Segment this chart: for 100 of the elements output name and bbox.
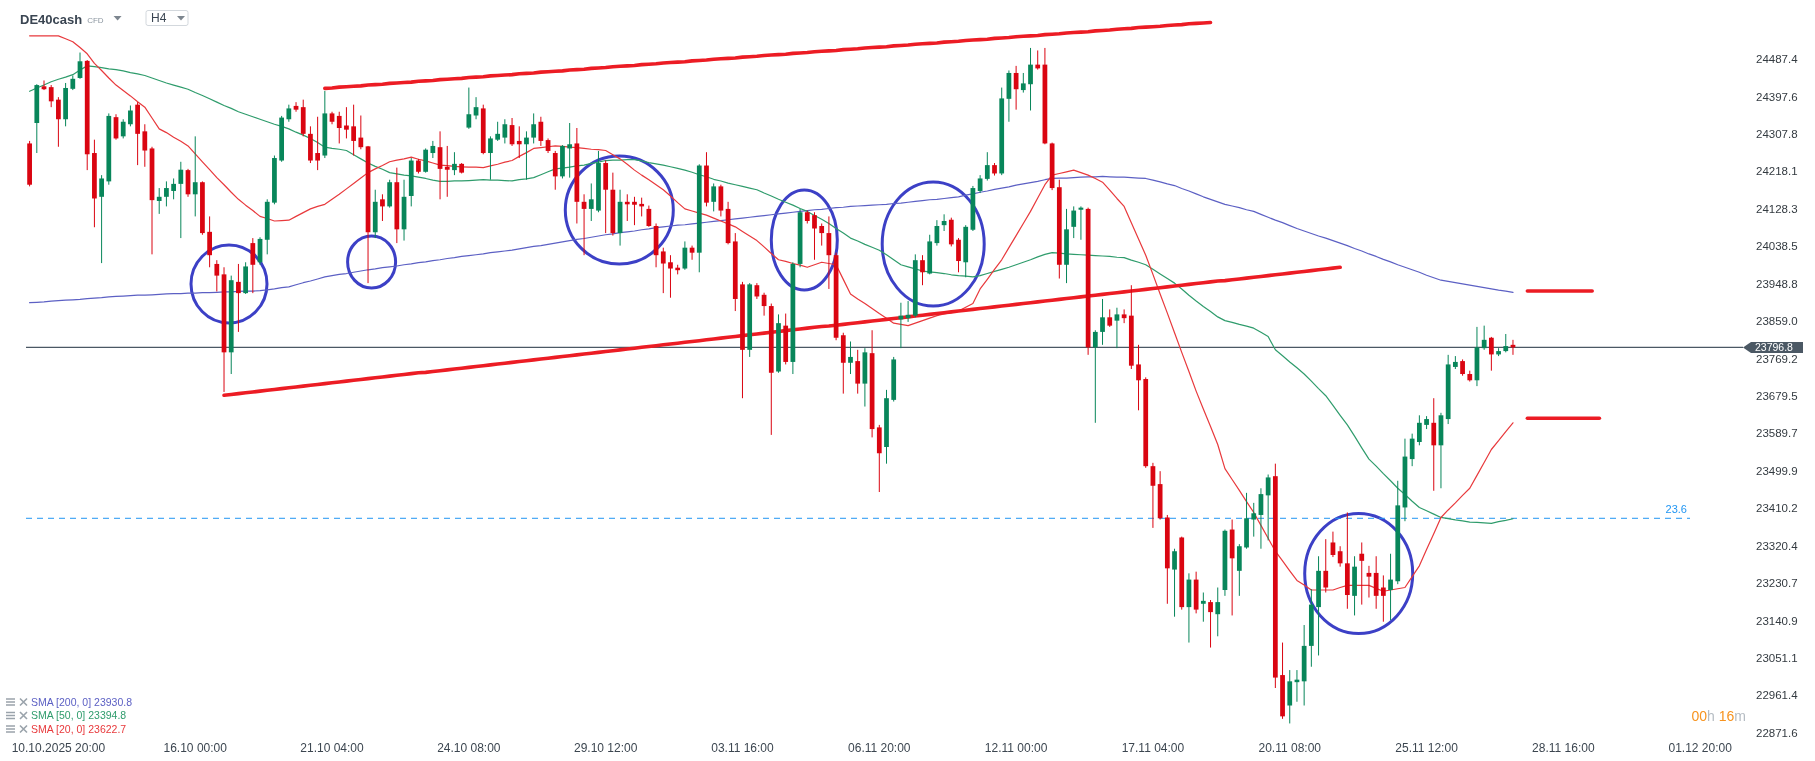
- candlestick: [1416, 414, 1422, 446]
- text: CFD: [87, 15, 104, 25]
- candlestick: [466, 87, 472, 130]
- x-tick-label: 29.10 12:00: [573, 741, 638, 756]
- line-series: [29, 175, 1514, 304]
- annotation: 00h 16m: [1691, 707, 1746, 724]
- candlestick: [336, 111, 342, 144]
- candlestick: [444, 145, 450, 198]
- candlestick: [668, 254, 673, 299]
- candlestick: [1265, 474, 1271, 541]
- x-tick-label: 12.11 00:00: [984, 741, 1048, 756]
- y-tick-label: 24038.5: [1756, 240, 1798, 253]
- candlestick: [142, 123, 148, 168]
- candlestick: [646, 205, 652, 228]
- y-tick-label: 23051.1: [1756, 652, 1798, 665]
- candlestick: [207, 215, 212, 268]
- x-tick-label: 21.10 04:00: [300, 741, 365, 756]
- x-tick-label: 10.10.2025 20:00: [11, 741, 106, 756]
- y-tick-label: 22961.4: [1756, 689, 1799, 702]
- candlestick: [632, 196, 637, 226]
- x-tick-label: 01.12 20:00: [1668, 741, 1733, 756]
- candlestick: [848, 341, 853, 375]
- candlestick: [1488, 336, 1494, 372]
- x-tick-label: 16.10 00:00: [163, 741, 228, 756]
- candlestick: [473, 96, 479, 120]
- y-tick-label: 23589.7: [1756, 427, 1798, 440]
- candlestick: [567, 122, 573, 179]
- candlestick: [524, 130, 529, 181]
- annotation: H4: [151, 11, 167, 26]
- candlestick: [236, 263, 241, 333]
- candlestick: [711, 182, 717, 212]
- x-tick-label: 28.11 16:00: [1532, 741, 1595, 756]
- text: SMA [50, 0] 23394.8: [31, 709, 127, 722]
- y-tick-label: 24128.3: [1756, 202, 1798, 215]
- candlestick: [1092, 329, 1098, 424]
- candlestick: [452, 151, 457, 176]
- y-tick-label: 23230.7: [1756, 577, 1798, 590]
- ref-line-label: 23796.8: [1755, 341, 1794, 354]
- text: DE40cash: [20, 11, 83, 27]
- candlestick: [531, 112, 537, 144]
- candlestick: [156, 187, 162, 215]
- y-tick-label: 23679.5: [1756, 390, 1798, 403]
- candlestick: [1208, 599, 1213, 649]
- y-tick-label: 22871.6: [1756, 726, 1798, 739]
- x-tick-label: 03.11 16:00: [711, 741, 775, 756]
- x-tick-label: 20.11 08:00: [1258, 741, 1322, 756]
- candlestick: [1100, 298, 1105, 346]
- x-tick-label: 25.11 12:00: [1395, 741, 1459, 756]
- candlestick: [502, 118, 508, 144]
- candlestick: [380, 193, 385, 222]
- candlestick: [192, 135, 198, 217]
- x-tick-label: 24.10 08:00: [437, 741, 501, 756]
- candlestick: [99, 174, 104, 264]
- candlestick: [1251, 502, 1257, 538]
- candlestick: [1337, 545, 1343, 568]
- y-tick-label: 23859.0: [1756, 315, 1798, 328]
- y-tick-label: 24218.1: [1756, 165, 1798, 178]
- y-tick-label: 24397.6: [1756, 90, 1798, 103]
- candlestick: [1028, 47, 1033, 111]
- candlestick: [1136, 344, 1141, 411]
- candlestick: [516, 125, 522, 159]
- candlestick: [1200, 592, 1206, 623]
- x-tick-label: 17.11 04:00: [1121, 741, 1185, 756]
- annotation: 23.6: [1665, 503, 1687, 516]
- y-tick-label: 24307.8: [1756, 128, 1798, 141]
- candlestick: [1359, 541, 1365, 606]
- y-tick-label: 23410.2: [1756, 502, 1798, 515]
- candlestick: [178, 161, 184, 239]
- candlestick: [120, 118, 126, 139]
- y-tick-label: 23499.9: [1756, 464, 1798, 477]
- candlestick: [984, 151, 990, 182]
- y-tick-label: 23140.9: [1756, 614, 1798, 627]
- candlestick: [1323, 538, 1329, 594]
- candlestick: [538, 116, 544, 147]
- candlestick: [1431, 397, 1437, 492]
- candlestick: [1380, 574, 1386, 623]
- candlestick: [812, 211, 817, 261]
- text: SMA [200, 0] 23930.8: [31, 695, 133, 708]
- candlestick: [1481, 325, 1487, 351]
- candlestick: [495, 121, 501, 142]
- candlestick: [819, 223, 825, 247]
- candlestick: [1121, 308, 1127, 324]
- candlestick: [214, 259, 220, 292]
- candlestick: [1071, 205, 1077, 239]
- candlestick: [920, 254, 925, 286]
- y-tick-label: 23948.8: [1756, 277, 1798, 290]
- candlestick: [250, 237, 256, 294]
- candlestick: [1503, 333, 1509, 353]
- candlestick: [171, 177, 176, 200]
- x-tick-label: 06.11 20:00: [848, 741, 911, 756]
- candlestick: [488, 135, 493, 181]
- candlestick: [552, 150, 558, 191]
- candlestick: [660, 247, 666, 294]
- candlestick: [956, 237, 961, 273]
- candlestick: [351, 104, 357, 157]
- candlestick: [56, 96, 61, 148]
- candlestick: [1215, 587, 1221, 637]
- text: SMA [20, 0] 23622.7: [31, 722, 127, 735]
- candlestick: [1172, 548, 1177, 618]
- y-tick-label: 23320.4: [1756, 539, 1799, 552]
